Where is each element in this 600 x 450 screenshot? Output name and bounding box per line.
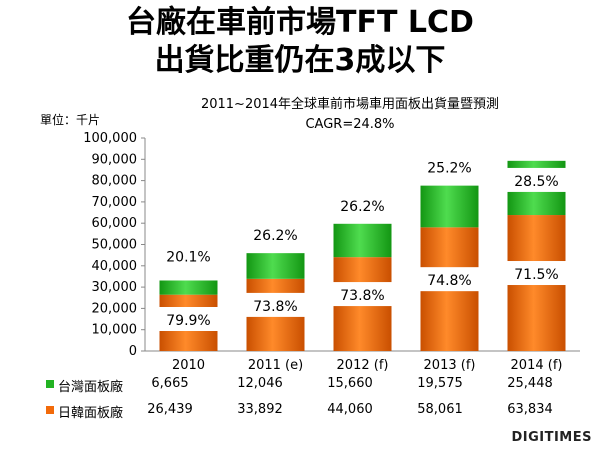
table-cell-taiwan-2010: 6,665 xyxy=(151,376,189,391)
share-label-bg-japan-korea-0 xyxy=(155,307,222,331)
y-tick-label: 20,000 xyxy=(92,301,138,316)
legend-label-japan-korea: 日韓面板廠 xyxy=(58,406,124,421)
table-cell-jk-2011: 33,892 xyxy=(237,402,283,417)
table-cell-taiwan-2014: 25,448 xyxy=(507,376,553,391)
bar-taiwan-1 xyxy=(246,253,305,279)
page-title-line2: 出貨比重仍在3成以下 xyxy=(154,43,446,78)
page-title-line1: 台廠在車前市場TFT LCD xyxy=(126,5,474,40)
y-tick-label: 50,000 xyxy=(92,238,138,253)
bar-taiwan-0 xyxy=(159,280,218,295)
share-label-taiwan-1: 26.2% xyxy=(253,228,297,244)
share-label-bg-japan-korea-1 xyxy=(242,292,309,317)
legend-swatch-taiwan xyxy=(46,380,54,388)
y-tick-label: 40,000 xyxy=(92,259,138,274)
y-tick-label: 60,000 xyxy=(92,216,138,231)
table-cell-jk-2012: 44,060 xyxy=(327,402,373,417)
share-label-taiwan-0: 20.1% xyxy=(166,249,210,265)
share-label-bg-taiwan-3 xyxy=(416,154,483,179)
x-tick-label-4: 2014 (f) xyxy=(511,358,563,373)
table-cell-taiwan-2013: 19,575 xyxy=(417,376,463,391)
legend-row-taiwan: 台灣面板廠 6,665 12,046 15,660 19,575 25,448 xyxy=(0,376,600,396)
legend-label-taiwan: 台灣面板廠 xyxy=(58,380,124,395)
share-label-bg-japan-korea-4 xyxy=(503,261,570,286)
share-label-bg-taiwan-1 xyxy=(242,222,309,247)
share-label-bg-japan-korea-2 xyxy=(329,282,396,307)
table-cell-taiwan-2012: 15,660 xyxy=(327,376,373,391)
share-label-taiwan-4: 28.5% xyxy=(514,174,558,190)
share-label-taiwan-3: 25.2% xyxy=(427,161,471,177)
share-label-japan-korea-1: 73.8% xyxy=(253,299,297,315)
legend-row-japan-korea: 日韓面板廠 26,439 33,892 44,060 58,061 63,834 xyxy=(0,402,600,422)
share-label-japan-korea-4: 71.5% xyxy=(514,267,558,283)
chart-subtitle-cagr: CAGR=24.8% xyxy=(305,117,395,132)
chart-title: 2011~2014年全球車前市場車用面板出貨量暨預測 xyxy=(200,97,500,112)
bar-taiwan-2 xyxy=(333,223,392,258)
y-tick-label: 70,000 xyxy=(92,195,138,210)
stacked-bar-chart: 0 10,000 20,000 30,000 40,000 50,000 60,000 70,… xyxy=(83,131,580,373)
share-label-japan-korea-0: 79.9% xyxy=(166,313,210,329)
share-label-bg-japan-korea-3 xyxy=(416,267,483,292)
y-tick-label: 10,000 xyxy=(92,323,138,338)
y-tick-label: 90,000 xyxy=(92,152,138,167)
y-tick-label: 0 xyxy=(129,344,137,359)
y-tick-label: 30,000 xyxy=(92,280,138,295)
y-tick-label: 100,000 xyxy=(83,131,137,146)
share-label-japan-korea-2: 73.8% xyxy=(340,288,384,304)
x-tick-label-3: 2013 (f) xyxy=(424,358,476,373)
share-label-bg-taiwan-4 xyxy=(503,167,570,192)
y-tick-label: 80,000 xyxy=(92,174,138,189)
table-cell-jk-2013: 58,061 xyxy=(417,402,463,417)
legend-swatch-japan-korea xyxy=(46,406,54,414)
unit-label: 單位：千片 xyxy=(40,113,101,127)
share-label-japan-korea-3: 74.8% xyxy=(427,273,471,289)
bar-taiwan-3 xyxy=(420,185,479,228)
x-tick-label-2: 2012 (f) xyxy=(337,358,389,373)
share-label-bg-taiwan-0 xyxy=(155,243,222,268)
digitimes-logo: DIGITIMES xyxy=(511,430,592,445)
share-label-bg-taiwan-2 xyxy=(329,192,396,217)
x-tick-label-1: 2011 (e) xyxy=(248,358,303,373)
table-cell-jk-2014: 63,834 xyxy=(507,402,553,417)
share-label-taiwan-2: 26.2% xyxy=(340,199,384,215)
table-cell-jk-2010: 26,439 xyxy=(147,402,193,417)
table-cell-taiwan-2011: 12,046 xyxy=(237,376,283,391)
x-tick-label-0: 2010 xyxy=(172,358,205,373)
